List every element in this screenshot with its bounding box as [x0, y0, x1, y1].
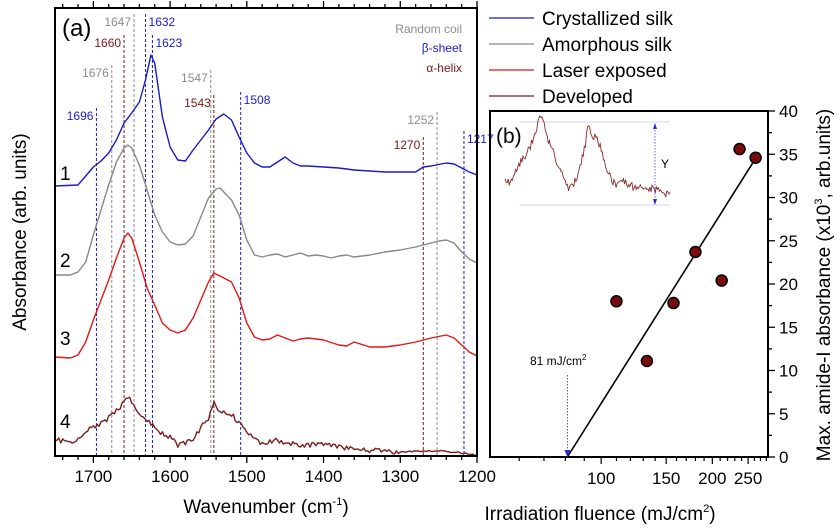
- inset-y-label: Y: [661, 157, 669, 171]
- peak-marker-label: 1647: [104, 15, 131, 29]
- x-tick-label: 200: [698, 469, 726, 488]
- key-random-coil: Random coil: [395, 22, 462, 36]
- arrow-up-icon: [653, 123, 657, 129]
- panel-a-frame: [54, 7, 478, 457]
- panel-b-ylabel: Max. amide-I absorbance (x103, arb.units…: [813, 109, 835, 462]
- panel-a-xlabel: Wavenumber (cm-1): [183, 496, 348, 518]
- peak-marker-label: 1623: [155, 36, 182, 50]
- curve-label: 3: [60, 329, 71, 350]
- x-tick-label: 250: [734, 469, 762, 488]
- peak-marker-label: 1632: [149, 15, 176, 29]
- data-point: [640, 354, 654, 368]
- panel-a-ylabel: Absorbance (arb. units): [10, 133, 31, 331]
- fit-line: [566, 152, 760, 458]
- y-tick-label: 5: [779, 405, 788, 424]
- data-point: [749, 151, 762, 164]
- spectrum-developed: [54, 396, 478, 457]
- key-alpha-helix: α-helix: [426, 61, 462, 75]
- spectrum-crystallized-silk: [54, 54, 478, 187]
- inset-spectrum-line: [504, 115, 671, 199]
- legend-entry: Laser exposed: [542, 61, 667, 82]
- spectrum-laser-exposed: [54, 232, 478, 359]
- peak-marker-label: 1252: [407, 113, 434, 127]
- y-tick-label: 25: [779, 232, 798, 251]
- peak-marker-label: 1543: [184, 96, 211, 110]
- panel-b-xlabel: Irradiation fluence (mJ/cm2): [484, 503, 715, 525]
- legend-entry: Amorphous silk: [542, 35, 672, 56]
- inset-spectrum: Y: [504, 115, 671, 206]
- y-tick-label: 35: [779, 145, 798, 164]
- panel-b-label: (b): [496, 125, 522, 148]
- y-tick-label: 15: [779, 318, 798, 337]
- panel-b-plot: [564, 142, 762, 458]
- legend: Crystallized silk Amorphous silk Laser exp…: [489, 9, 673, 108]
- data-point: [610, 295, 623, 308]
- arrow-down-icon: [653, 199, 657, 205]
- spectrum-amorphous-silk: [55, 144, 478, 276]
- x-tick-label: 1200: [458, 467, 496, 486]
- peak-marker-label: 1270: [394, 138, 421, 152]
- curve-labels: 1 2 3 4: [60, 164, 71, 433]
- spectra-curves: [54, 54, 478, 457]
- panel-a-ticks: 1700 1600 1500 1400 1300 1200: [62, 1, 496, 486]
- x-tick-label: 100: [587, 469, 615, 488]
- peak-marker-label: 1217: [467, 132, 494, 146]
- data-point: [715, 274, 728, 287]
- x-tick-label: 1400: [305, 467, 343, 486]
- y-tick-label: 10: [779, 362, 798, 381]
- peak-marker-label: 1508: [244, 93, 271, 107]
- curve-label: 2: [60, 251, 71, 272]
- threshold-arrowhead-icon: [564, 450, 571, 457]
- panel-b-ticks: 0 5 10 15 20 25 30 35 40 100 150 200 250: [518, 102, 798, 488]
- x-tick-label: 150: [652, 469, 680, 488]
- key-beta-sheet: β-sheet: [422, 41, 463, 55]
- structure-key: Random coil β-sheet α-helix: [395, 22, 462, 75]
- peak-marker-label: 1547: [181, 71, 208, 85]
- x-tick-label: 1700: [74, 467, 112, 486]
- data-point: [733, 142, 746, 156]
- legend-entry: Crystallized silk: [542, 9, 673, 30]
- y-tick-label: 40: [779, 102, 798, 121]
- threshold-label: 81 mJ/cm2: [530, 353, 587, 368]
- peak-marker-label: 1660: [94, 36, 121, 50]
- curve-label: 4: [60, 412, 71, 433]
- x-tick-label: 1600: [151, 467, 189, 486]
- x-tick-label: 1300: [381, 467, 419, 486]
- panel-a-label: (a): [62, 15, 91, 42]
- curve-label: 1: [60, 164, 71, 185]
- data-point: [667, 296, 680, 310]
- legend-entry: Developed: [542, 87, 633, 108]
- data-point: [689, 245, 702, 259]
- peak-markers: 1696 1676 1660 1647 1632 1623 1547 1543 1508 1270…: [67, 14, 494, 456]
- x-tick-label: 1500: [228, 467, 266, 486]
- y-tick-label: 20: [779, 275, 798, 294]
- y-tick-label: 0: [779, 448, 788, 467]
- peak-marker-label: 1696: [67, 109, 94, 123]
- y-tick-label: 30: [779, 189, 798, 208]
- peak-marker-label: 1676: [82, 66, 109, 80]
